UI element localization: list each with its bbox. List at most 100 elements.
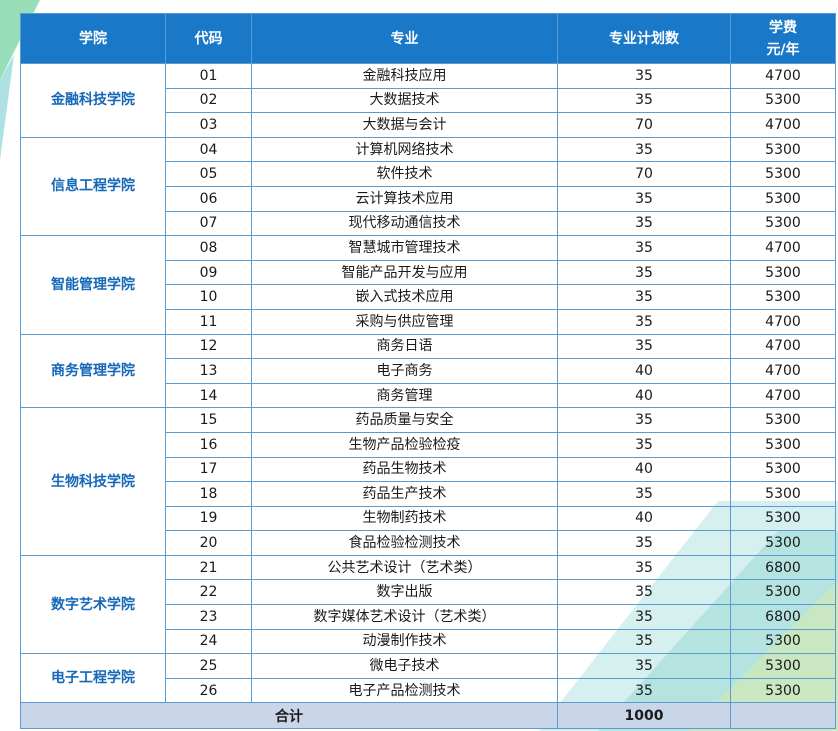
major-fee: 5300 [730,431,836,458]
major-fee: 4700 [730,308,836,335]
table-row: 数字艺术学院 21 公共艺术设计（艺术类） 35 6800 [20,554,836,655]
major-fee: 5300 [730,579,836,606]
major-quota: 35 [557,284,731,310]
major-quota: 35 [557,87,731,114]
table-row: 信息工程学院 04 计算机网络技术 35 5300 [20,136,836,237]
college-name: 数字艺术学院 [20,554,166,655]
major-fee: 5300 [730,136,836,163]
major-quota: 35 [557,431,731,458]
major-quota: 35 [557,530,731,556]
major-code: 04 [165,136,252,163]
major-name: 生物制药技术 [251,505,558,532]
college-name: 生物科技学院 [20,407,166,556]
major-name: 公共艺术设计（艺术类） [251,554,558,581]
major-code: 06 [165,185,252,212]
major-code: 26 [165,677,252,704]
major-fee: 4700 [730,235,836,261]
major-fee: 4700 [730,112,836,138]
major-name: 金融科技应用 [251,63,558,89]
table-row: 05 软件技术 70 5300 [21,161,836,187]
header-code: 代码 [165,13,252,64]
major-code: 25 [165,653,252,679]
table-row: 智能管理学院 08 智慧城市管理技术 35 4700 [20,235,836,335]
major-code: 23 [165,604,252,630]
major-fee: 5300 [730,677,836,704]
table-row: 03 大数据与会计 70 4700 [21,112,836,138]
major-quota: 35 [557,653,731,679]
major-quota: 35 [557,579,731,606]
major-name: 商务日语 [251,333,558,360]
major-fee: 5300 [730,481,836,507]
major-fee: 5300 [730,456,836,483]
major-fee: 5300 [730,628,836,655]
major-name: 现代移动通信技术 [251,210,558,237]
major-quota: 35 [557,628,731,655]
major-code: 14 [165,382,252,409]
major-code: 15 [165,407,252,433]
major-fee: 4700 [730,358,836,384]
table-row: 16 生物产品检验检疫 35 5300 [21,431,836,458]
major-fee: 6800 [730,554,836,581]
major-code: 24 [165,628,252,655]
table-row: 09 智能产品开发与应用 35 5300 [21,259,836,286]
header-fee: 学费 元/年 [730,13,836,64]
major-code: 16 [165,431,252,458]
major-quota: 40 [557,505,731,532]
major-name: 云计算技术应用 [251,185,558,212]
major-quota: 35 [557,604,731,630]
major-fee: 5300 [730,161,836,187]
major-fee: 5300 [730,210,836,237]
major-name: 智慧城市管理技术 [251,235,558,261]
major-quota: 35 [557,210,731,237]
major-name: 微电子技术 [251,653,558,679]
major-code: 09 [165,259,252,286]
table-row: 电子工程学院 25 微电子技术 35 5300 [20,653,836,704]
major-name: 药品生物技术 [251,456,558,483]
major-name: 软件技术 [251,161,558,187]
major-quota: 40 [557,456,731,483]
major-name: 采购与供应管理 [251,308,558,335]
major-name: 药品质量与安全 [251,407,558,433]
college-name: 智能管理学院 [20,235,166,335]
major-quota: 70 [557,161,731,187]
table-row: 10 嵌入式技术应用 35 5300 [21,284,836,310]
major-quota: 35 [557,407,731,433]
table-row: 24 动漫制作技术 35 5300 [21,628,836,655]
major-quota: 35 [557,333,731,360]
major-fee: 5300 [730,530,836,556]
header-college: 学院 [20,13,166,64]
header-fee-line2: 元/年 [766,41,800,58]
major-name: 嵌入式技术应用 [251,284,558,310]
major-name: 电子商务 [251,358,558,384]
college-name: 商务管理学院 [20,333,166,409]
major-code: 10 [165,284,252,310]
major-quota: 35 [557,185,731,212]
major-code: 18 [165,481,252,507]
major-name: 计算机网络技术 [251,136,558,163]
table-row: 06 云计算技术应用 35 5300 [21,185,836,212]
table-row: 23 数字媒体艺术设计（艺术类） 35 6800 [21,604,836,630]
major-code: 05 [165,161,252,187]
major-name: 智能产品开发与应用 [251,259,558,286]
major-quota: 40 [557,358,731,384]
total-row: 合计 1000 [20,702,836,730]
major-fee: 5300 [730,284,836,310]
major-code: 22 [165,579,252,606]
major-code: 03 [165,112,252,138]
major-name: 大数据技术 [251,87,558,114]
major-quota: 40 [557,382,731,409]
major-fee: 5300 [730,407,836,433]
header-quota: 专业计划数 [557,13,731,64]
table-row: 商务管理学院 12 商务日语 35 4700 [20,333,836,409]
table-row: 14 商务管理 40 4700 [21,382,836,409]
major-quota: 35 [557,554,731,581]
major-code: 02 [165,87,252,114]
major-name: 动漫制作技术 [251,628,558,655]
major-name: 数字媒体艺术设计（艺术类） [251,604,558,630]
major-fee: 4700 [730,333,836,360]
major-name: 大数据与会计 [251,112,558,138]
college-name: 金融科技学院 [20,63,166,138]
major-fee: 5300 [730,505,836,532]
enrollment-plan-table: 学院 代码 专业 专业计划数 学费 元/年 金融科技学院 01 金融科技应用 35 47… [20,13,836,730]
header-major: 专业 [251,13,558,64]
